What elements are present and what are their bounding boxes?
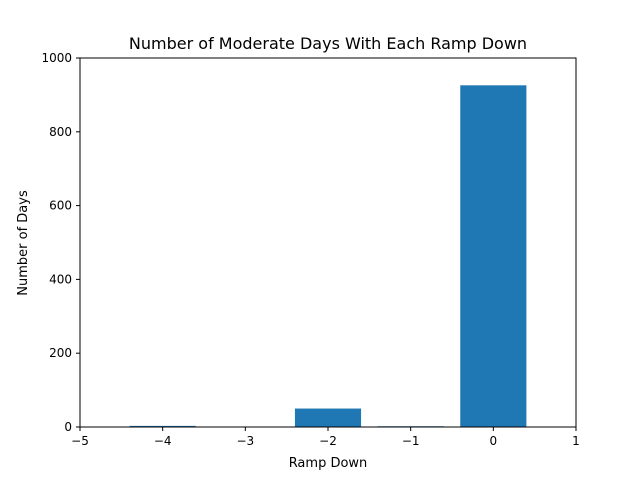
y-tick-label: 400: [49, 272, 72, 286]
y-axis-label: Number of Days: [16, 190, 31, 296]
y-axis-ticks: 0 200 400 600 800 1000: [41, 51, 80, 434]
y-tick-label: 600: [49, 199, 72, 213]
y-tick-label: 1000: [41, 51, 72, 65]
x-tick-label: −5: [71, 434, 89, 448]
bars-group: [129, 85, 527, 427]
x-tick-label: −3: [236, 434, 254, 448]
x-tick-label: −1: [402, 434, 420, 448]
bar-2: [294, 408, 362, 427]
y-tick-label: 800: [49, 125, 72, 139]
x-tick-label: 1: [572, 434, 580, 448]
bar-4: [460, 85, 527, 427]
x-tick-label: 0: [490, 434, 498, 448]
y-tick-label: 0: [64, 420, 72, 434]
x-axis-ticks: −5 −4 −3 −2 −1 0 1: [71, 427, 580, 448]
x-axis-label: Ramp Down: [289, 456, 368, 471]
y-tick-label: 200: [49, 346, 72, 360]
plot-area-frame: [79, 57, 577, 428]
chart-title: Number of Moderate Days With Each Ramp D…: [129, 34, 527, 53]
x-tick-label: −4: [154, 434, 172, 448]
x-tick-label: −2: [319, 434, 337, 448]
bar-0: [129, 425, 196, 427]
